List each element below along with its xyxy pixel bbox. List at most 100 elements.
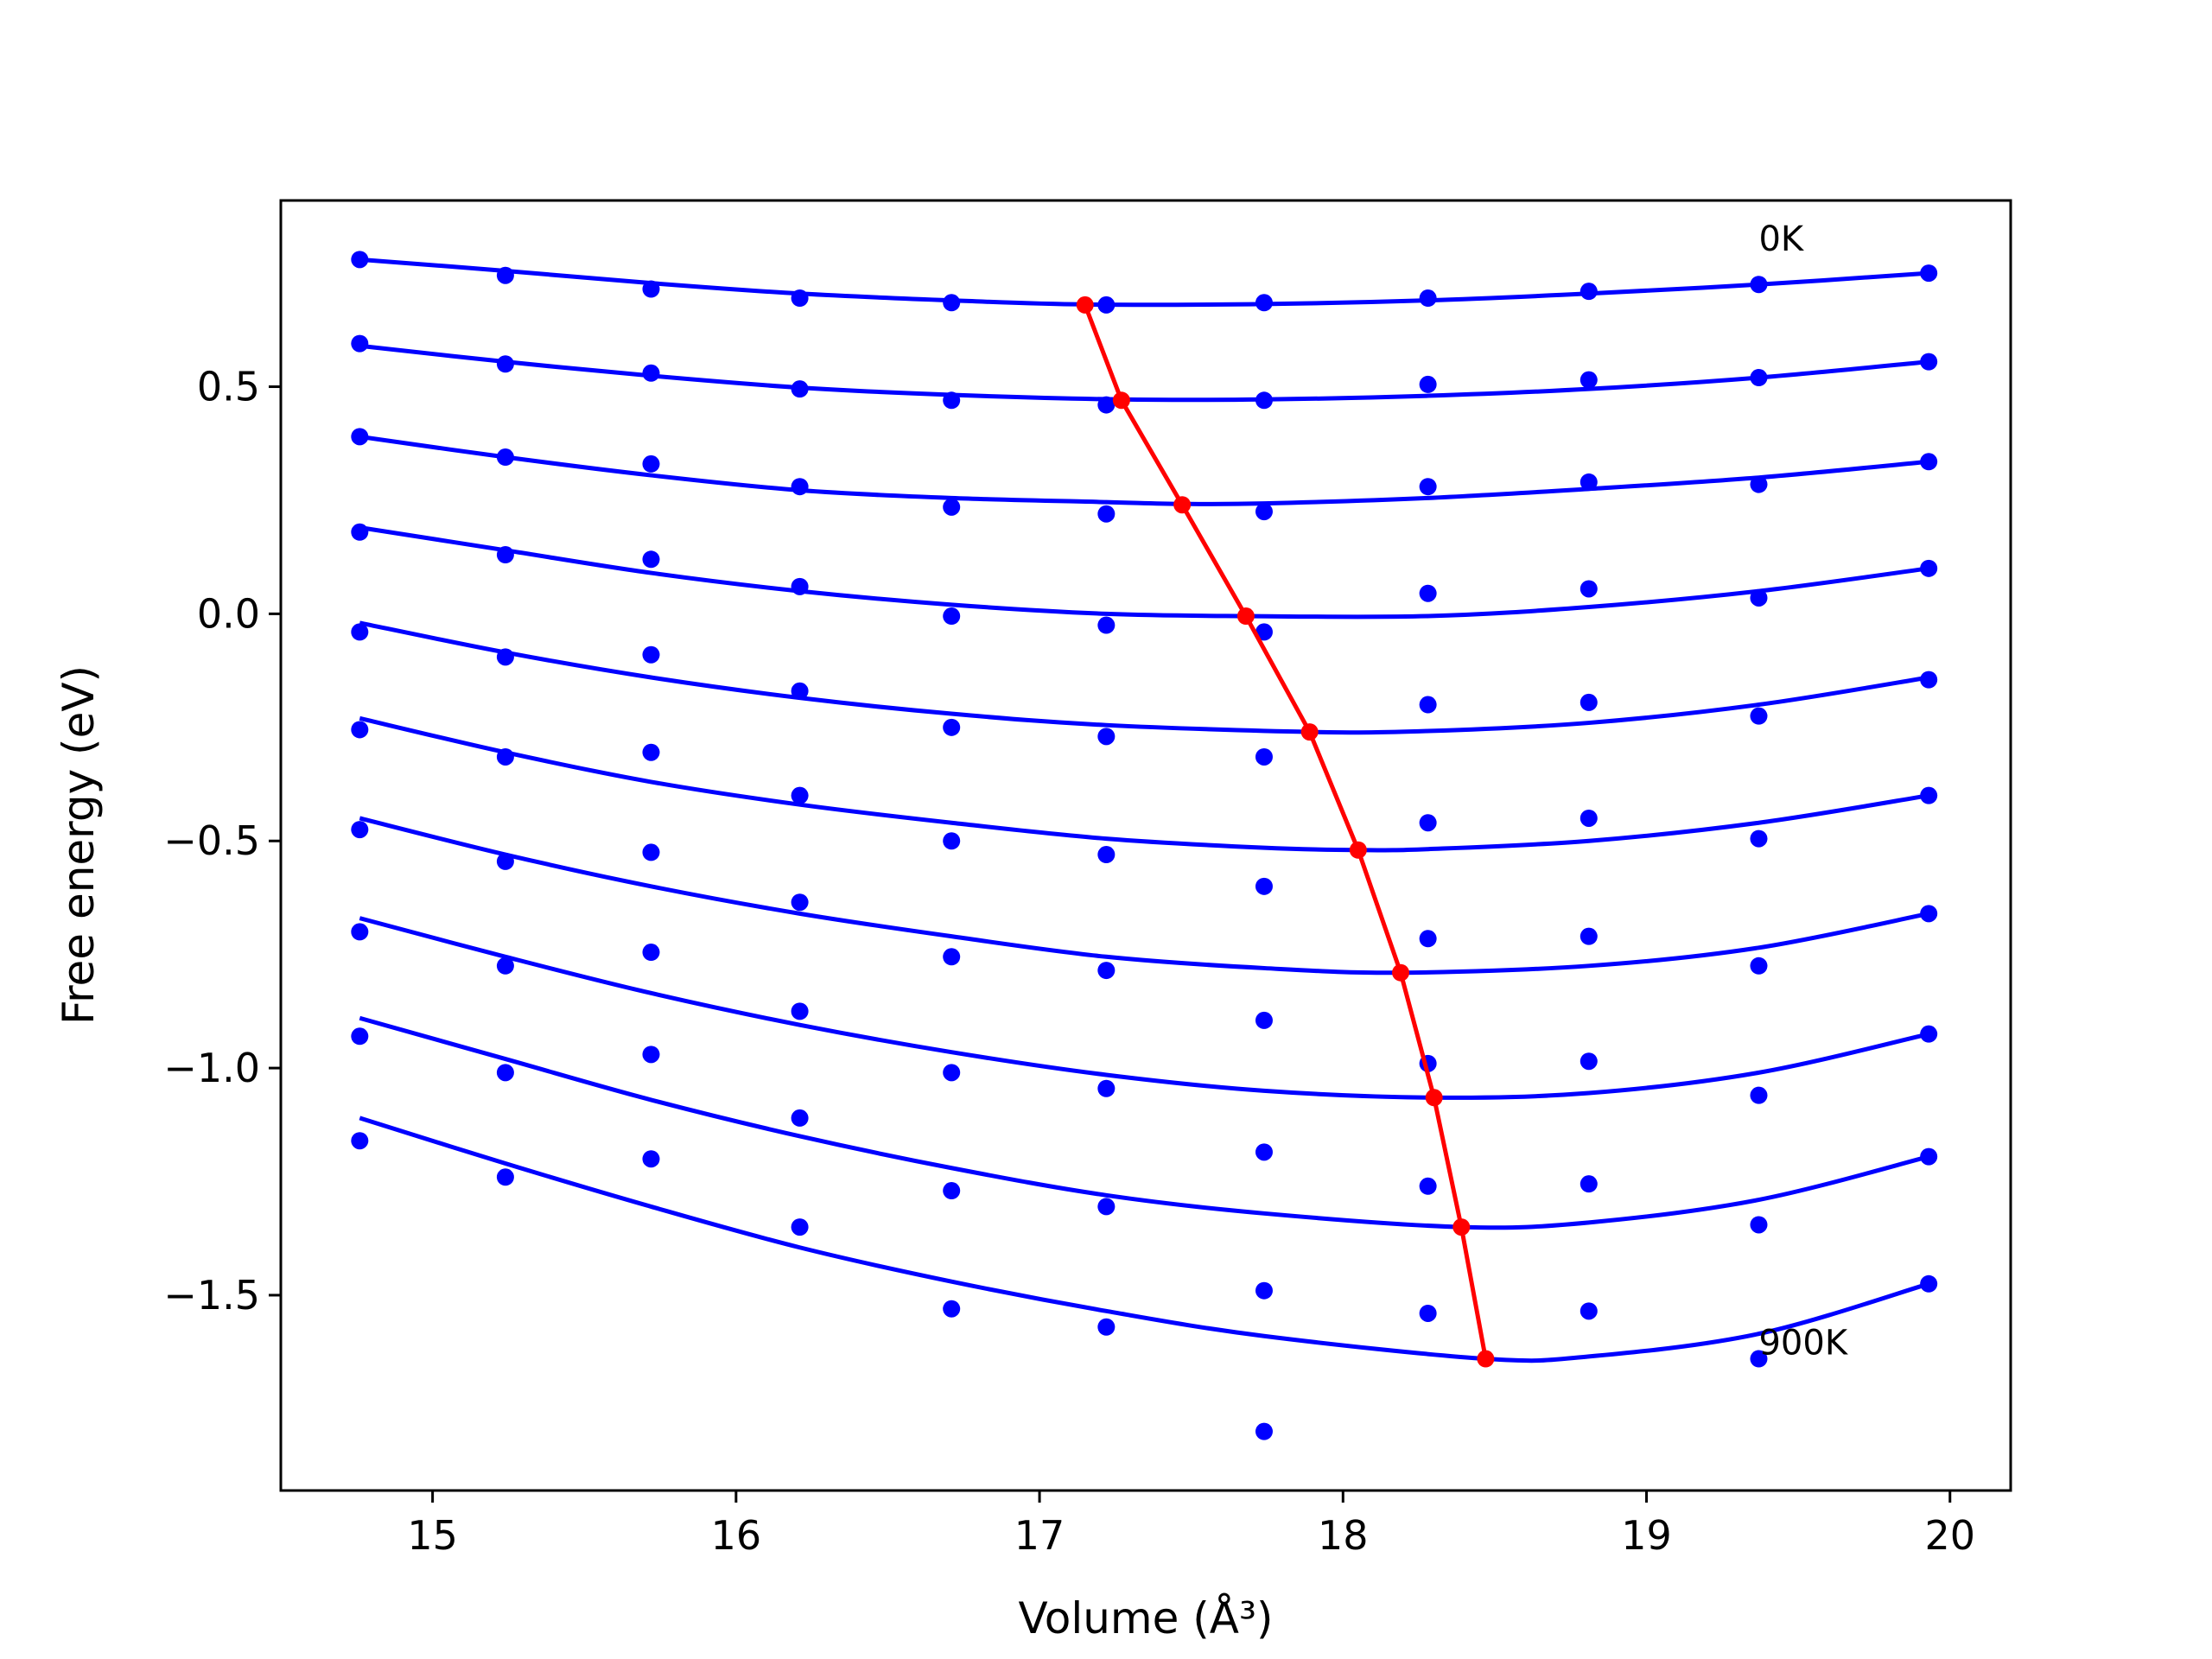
series-6-point-5: [1097, 962, 1116, 980]
minima-point-3: [1236, 607, 1255, 626]
minima-point-2: [1173, 496, 1192, 514]
series-5-point-6: [1255, 877, 1273, 895]
series-0-point-5: [1097, 296, 1116, 314]
series-7-point-9: [1750, 1086, 1768, 1104]
x-tick-label-5: 20: [1924, 1512, 1975, 1559]
series-1-point-6: [1255, 391, 1273, 410]
x-axis-label: Volume (Å³): [1018, 1593, 1273, 1643]
series-0-point-9: [1750, 276, 1768, 294]
minima-line: [1083, 304, 1488, 1359]
series-7-point-0: [351, 923, 369, 941]
series-4-point-8: [1580, 693, 1598, 711]
series-1-point-7: [1419, 375, 1437, 393]
series-6-point-3: [791, 893, 809, 912]
series-1-point-0: [351, 334, 369, 353]
series-8-point-6: [1255, 1281, 1273, 1300]
series-7-point-5: [1097, 1079, 1116, 1097]
series-5-point-8: [1580, 809, 1598, 827]
series-9-point-8: [1580, 1302, 1598, 1320]
series-9-point-1: [496, 1168, 514, 1186]
series-8-point-3: [791, 1109, 809, 1127]
series-2-point-9: [1750, 475, 1768, 493]
tick-layer: 15 16 17 18 19 20 −1.5 −1.0 −0.5 0.0 0.5: [163, 364, 1975, 1559]
series-4-point-6: [1255, 747, 1273, 766]
series-6-point-1: [496, 852, 514, 870]
x-tick-label-4: 19: [1621, 1512, 1672, 1559]
series-6-point-7: [1419, 930, 1437, 948]
series-4-point-7: [1419, 696, 1437, 714]
series-3-point-3: [791, 577, 809, 595]
series-9-fit-line: [359, 1116, 1929, 1363]
series-5-point-10: [1920, 786, 1938, 804]
series-7-point-1: [496, 957, 514, 975]
series-9-point-3: [791, 1218, 809, 1236]
series-5-point-1: [496, 747, 514, 766]
series-8-fit-line: [359, 1015, 1929, 1230]
series-7-point-2: [642, 944, 660, 962]
series-5-point-0: [351, 721, 369, 739]
series-9-point-9: [1750, 1350, 1768, 1368]
series-9-point-2: [642, 1150, 660, 1168]
series-2-point-6: [1255, 503, 1273, 521]
series-6-fit-line: [359, 816, 1929, 976]
series-0-point-0: [351, 251, 369, 269]
series-7-fit-line: [359, 916, 1929, 1100]
plot-layer: [351, 251, 1938, 1440]
series-0-point-1: [496, 266, 514, 284]
x-tick-label-0: 15: [407, 1512, 458, 1559]
series-7-point-4: [943, 1064, 961, 1082]
series-6-point-6: [1255, 1011, 1273, 1029]
y-axis-label: Free energy (eV): [54, 665, 104, 1025]
series-6-point-9: [1750, 957, 1768, 975]
series-3-point-10: [1920, 559, 1938, 577]
series-3-point-1: [496, 546, 514, 564]
series-1-point-4: [943, 391, 961, 410]
series-0-point-4: [943, 294, 961, 312]
x-tick-label-2: 17: [1014, 1512, 1065, 1559]
series-2-point-10: [1920, 453, 1938, 471]
series-6-point-10: [1920, 905, 1938, 923]
series-5-fit-line: [359, 715, 1929, 853]
series-4-point-5: [1097, 728, 1116, 746]
series-9-point-6: [1255, 1422, 1273, 1440]
series-2-point-2: [642, 454, 660, 473]
series-4-point-4: [943, 718, 961, 736]
series-3-point-6: [1255, 623, 1273, 641]
series-5-point-2: [642, 743, 660, 761]
series-8-point-9: [1750, 1216, 1768, 1234]
y-tick-label-0: −1.5: [163, 1272, 260, 1319]
x-tick-label-1: 16: [711, 1512, 762, 1559]
series-3-point-8: [1580, 580, 1598, 598]
series-2-fit-line: [359, 434, 1929, 506]
series-4-point-9: [1750, 707, 1768, 725]
series-8-point-7: [1419, 1177, 1437, 1195]
minima-point-5: [1349, 841, 1367, 859]
annotation-0k: 0K: [1758, 219, 1804, 259]
series-4-point-10: [1920, 671, 1938, 689]
series-8-point-10: [1920, 1147, 1938, 1166]
series-0-point-6: [1255, 294, 1273, 312]
series-0-point-10: [1920, 264, 1938, 283]
series-4-fit-line: [359, 620, 1929, 735]
series-8-point-1: [496, 1064, 514, 1082]
annotation-layer: 0K 900K: [1758, 219, 1848, 1363]
series-2-point-8: [1580, 473, 1598, 491]
series-5-point-9: [1750, 830, 1768, 848]
series-6-point-0: [351, 821, 369, 839]
series-8-point-0: [351, 1027, 369, 1046]
series-2-point-4: [943, 498, 961, 516]
series-7-point-10: [1920, 1025, 1938, 1043]
series-2-point-0: [351, 428, 369, 446]
series-0-point-3: [791, 289, 809, 308]
series-0-point-2: [642, 280, 660, 298]
series-7-point-3: [791, 1002, 809, 1020]
minima-point-7: [1425, 1089, 1443, 1107]
y-tick-label-4: 0.5: [197, 364, 260, 410]
series-1-point-10: [1920, 353, 1938, 371]
series-5-point-3: [791, 786, 809, 804]
series-3-point-2: [642, 550, 660, 569]
series-6-point-4: [943, 948, 961, 966]
series-7-point-6: [1255, 1143, 1273, 1161]
minima-point-6: [1392, 963, 1410, 982]
series-1-point-8: [1580, 371, 1598, 389]
